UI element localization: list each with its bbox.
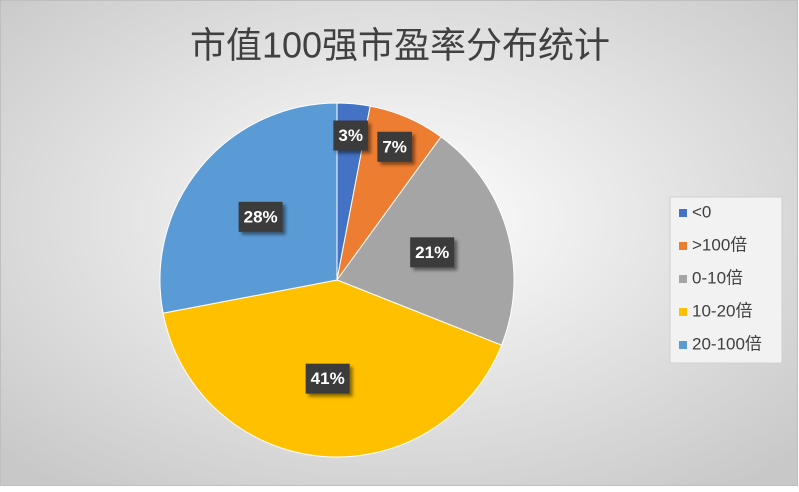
data-label-box bbox=[410, 237, 455, 268]
legend-box bbox=[669, 196, 783, 364]
data-label: 7% bbox=[382, 137, 407, 156]
legend-label: 10-20倍 bbox=[692, 301, 752, 320]
data-label-box bbox=[305, 363, 350, 394]
data-label-box bbox=[377, 131, 412, 162]
chart-title: 市值100强市盈率分布统计 bbox=[190, 25, 610, 66]
legend-label: 0-10倍 bbox=[692, 268, 743, 287]
data-label-box bbox=[333, 120, 368, 151]
data-label: 3% bbox=[338, 126, 363, 145]
legend-swatch bbox=[679, 308, 687, 316]
data-label: 41% bbox=[311, 369, 345, 388]
legend-swatch bbox=[679, 209, 687, 217]
legend-swatch bbox=[679, 242, 687, 250]
data-label-box bbox=[238, 201, 283, 232]
legend-label: >100倍 bbox=[692, 235, 747, 254]
data-label: 21% bbox=[415, 243, 449, 262]
legend-swatch bbox=[679, 341, 687, 349]
data-label: 28% bbox=[244, 207, 278, 226]
legend-label: <0 bbox=[692, 202, 711, 221]
legend-label: 20-100倍 bbox=[692, 334, 762, 353]
legend-swatch bbox=[679, 275, 687, 283]
